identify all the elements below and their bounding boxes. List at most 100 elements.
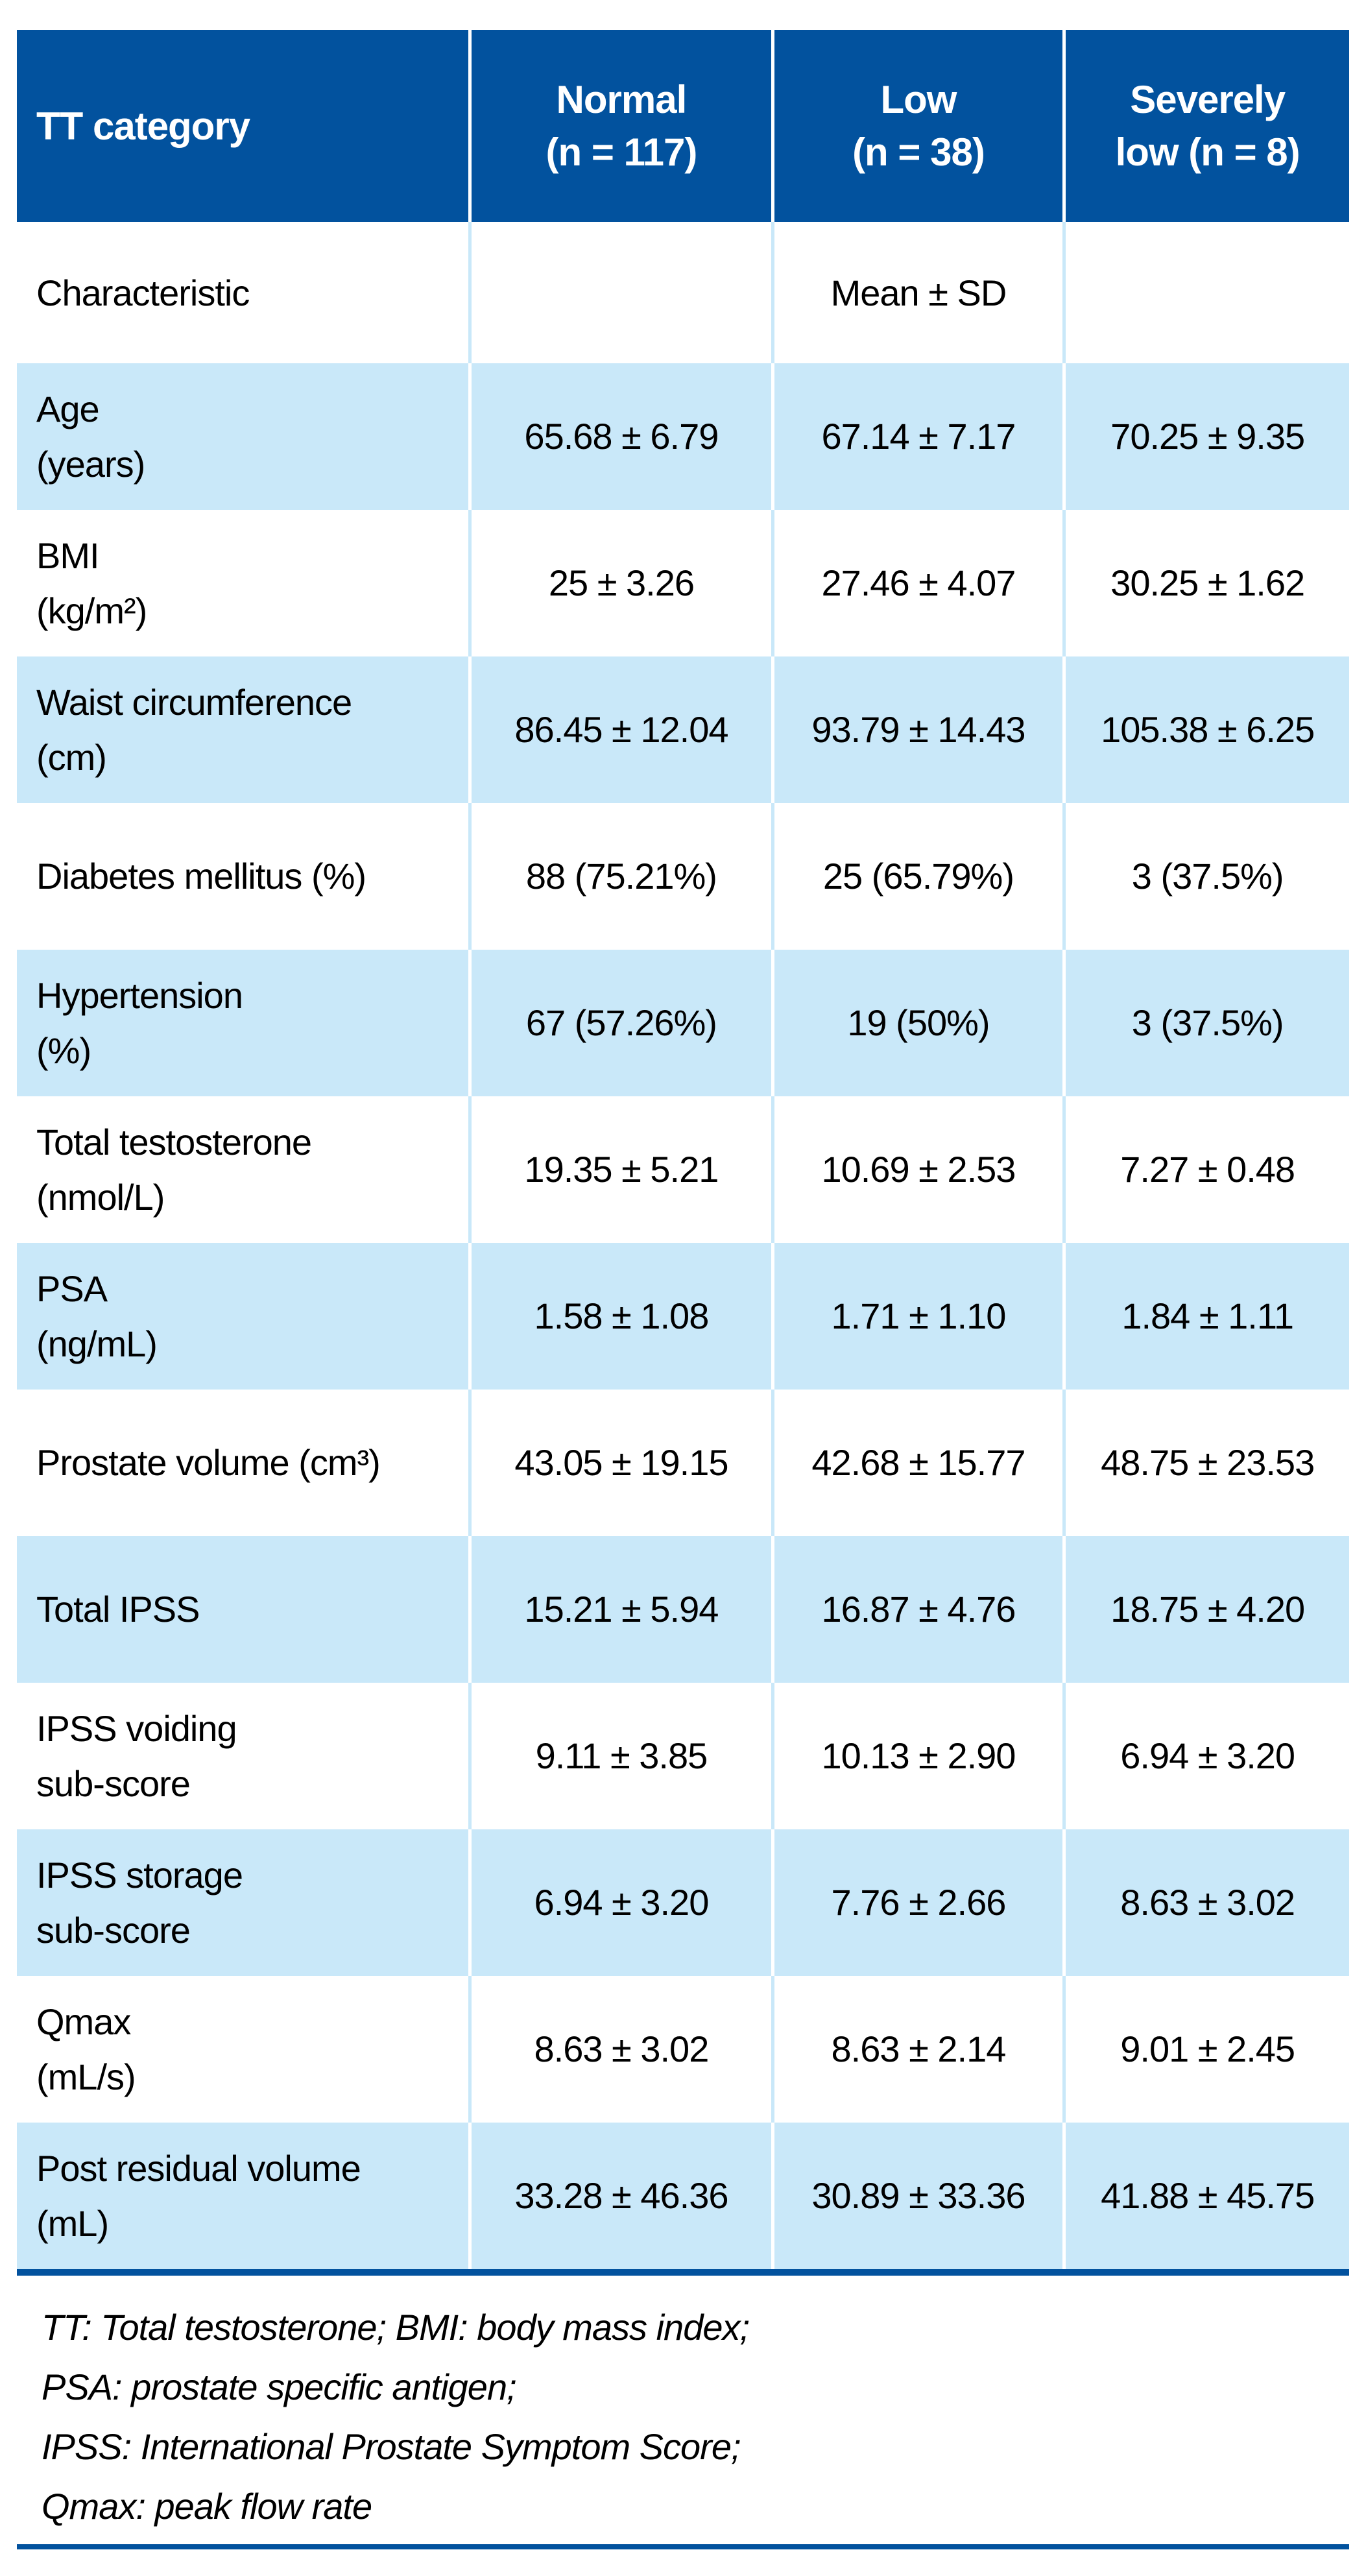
value-cell: 30.89 ± 33.36 <box>771 2123 1063 2269</box>
value-cell: 8.63 ± 3.02 <box>468 1976 771 2123</box>
value-cell: 10.69 ± 2.53 <box>771 1096 1063 1243</box>
value-cell: 93.79 ± 14.43 <box>771 656 1063 803</box>
table-row-qmax: Qmax (mL/s) 8.63 ± 3.02 8.63 ± 2.14 9.01… <box>17 1976 1349 2123</box>
value: 1.58 ± 1.08 <box>534 1295 710 1337</box>
value: 105.38 ± 6.25 <box>1101 709 1315 751</box>
row-label-cell: Total testosterone (nmol/L) <box>17 1096 468 1243</box>
table-row-total-testosterone: Total testosterone (nmol/L) 19.35 ± 5.21… <box>17 1096 1349 1243</box>
value-cell: 6.94 ± 3.20 <box>468 1829 771 1976</box>
value: 27.46 ± 4.07 <box>821 562 1016 604</box>
row-label: IPSS storage sub-score <box>36 1854 243 1951</box>
row-label-cell: Qmax (mL/s) <box>17 1976 468 2123</box>
value-cell: 9.01 ± 2.45 <box>1062 1976 1349 2123</box>
value: 25 (65.79%) <box>822 856 1014 897</box>
footnote-line: IPSS: International Prostate Symptom Sco… <box>42 2426 741 2467</box>
value-cell: 25 (65.79%) <box>771 803 1063 950</box>
row-label-cell: Diabetes mellitus (%) <box>17 803 468 950</box>
table-row-diabetes: Diabetes mellitus (%) 88 (75.21%) 25 (65… <box>17 803 1349 950</box>
row-label-cell: Prostate volume (cm³) <box>17 1390 468 1536</box>
value: 7.27 ± 0.48 <box>1120 1149 1295 1190</box>
value: 3 (37.5%) <box>1131 856 1284 897</box>
row-label-cell: Waist circumference (cm) <box>17 656 468 803</box>
value: 8.63 ± 2.14 <box>831 2028 1007 2070</box>
header-cell-tt-category: TT category <box>17 30 468 222</box>
row-label: Diabetes mellitus (%) <box>36 856 366 897</box>
value: 65.68 ± 6.79 <box>524 416 719 457</box>
value-cell: 86.45 ± 12.04 <box>468 656 771 803</box>
row-label: Prostate volume (cm³) <box>36 1442 381 1484</box>
value-cell: 19.35 ± 5.21 <box>468 1096 771 1243</box>
value-cell: 33.28 ± 46.36 <box>468 2123 771 2269</box>
value-cell: 1.58 ± 1.08 <box>468 1243 771 1390</box>
row-label: IPSS voiding sub-score <box>36 1707 237 1804</box>
subheader-label-cell: Characteristic <box>17 222 468 363</box>
value-cell: 19 (50%) <box>771 950 1063 1096</box>
row-label-cell: IPSS storage sub-score <box>17 1829 468 1976</box>
value: 10.13 ± 2.90 <box>821 1735 1016 1777</box>
value: 10.69 ± 2.53 <box>821 1149 1016 1190</box>
row-label-cell: Total IPSS <box>17 1536 468 1683</box>
header-cell-severely-low: Severely low (n = 8) <box>1062 30 1349 222</box>
value: 16.87 ± 4.76 <box>821 1589 1016 1630</box>
value-cell: 65.68 ± 6.79 <box>468 363 771 510</box>
value-cell: 30.25 ± 1.62 <box>1062 510 1349 656</box>
table-row-ipss-storage: IPSS storage sub-score 6.94 ± 3.20 7.76 … <box>17 1829 1349 1976</box>
value: 33.28 ± 46.36 <box>514 2175 728 2217</box>
value: 9.01 ± 2.45 <box>1120 2028 1295 2070</box>
value-cell: 8.63 ± 3.02 <box>1062 1829 1349 1976</box>
header-label: TT category <box>36 104 250 148</box>
value: 19 (50%) <box>847 1002 990 1044</box>
header-label: Normal (n = 117) <box>545 78 698 174</box>
table-row-waist-circumference: Waist circumference (cm) 86.45 ± 12.04 9… <box>17 656 1349 803</box>
table-body: Age (years) 65.68 ± 6.79 67.14 ± 7.17 70… <box>17 363 1349 2269</box>
value: 8.63 ± 3.02 <box>1120 1882 1295 1923</box>
footnote-line: TT: Total testosterone; BMI: body mass i… <box>42 2307 750 2348</box>
subheader-empty-cell <box>468 222 771 363</box>
bottom-rule <box>17 2544 1349 2549</box>
value-cell: 1.84 ± 1.11 <box>1062 1243 1349 1390</box>
value-cell: 18.75 ± 4.20 <box>1062 1536 1349 1683</box>
value-cell: 70.25 ± 9.35 <box>1062 363 1349 510</box>
characteristic-label: Characteristic <box>36 272 250 313</box>
subheader-stat-cell: Mean ± SD <box>771 222 1063 363</box>
value-cell: 27.46 ± 4.07 <box>771 510 1063 656</box>
value-cell: 48.75 ± 23.53 <box>1062 1390 1349 1536</box>
value: 18.75 ± 4.20 <box>1110 1589 1305 1630</box>
row-label: Hypertension (%) <box>36 974 243 1071</box>
value: 67 (57.26%) <box>525 1002 717 1044</box>
row-label: Waist circumference (cm) <box>36 681 352 778</box>
value: 19.35 ± 5.21 <box>524 1149 719 1190</box>
value-cell: 9.11 ± 3.85 <box>468 1683 771 1829</box>
value: 30.89 ± 33.36 <box>811 2175 1025 2217</box>
table-bottom-bar <box>17 2269 1349 2276</box>
footnote-line: PSA: prostate specific antigen; <box>42 2366 517 2407</box>
row-label: Post residual volume (mL) <box>36 2147 361 2244</box>
row-label: Age (years) <box>36 388 145 485</box>
table-row-total-ipss: Total IPSS 15.21 ± 5.94 16.87 ± 4.76 18.… <box>17 1536 1349 1683</box>
value-cell: 43.05 ± 19.15 <box>468 1390 771 1536</box>
header-cell-low: Low (n = 38) <box>771 30 1063 222</box>
value-cell: 3 (37.5%) <box>1062 950 1349 1096</box>
row-label-cell: Hypertension (%) <box>17 950 468 1096</box>
row-label-cell: Age (years) <box>17 363 468 510</box>
value: 43.05 ± 19.15 <box>514 1442 728 1484</box>
value: 8.63 ± 3.02 <box>534 2028 710 2070</box>
table-row-psa: PSA (ng/mL) 1.58 ± 1.08 1.71 ± 1.10 1.84… <box>17 1243 1349 1390</box>
value: 42.68 ± 15.77 <box>811 1442 1025 1484</box>
value: 70.25 ± 9.35 <box>1110 416 1305 457</box>
value-cell: 6.94 ± 3.20 <box>1062 1683 1349 1829</box>
value: 6.94 ± 3.20 <box>534 1882 710 1923</box>
row-label-cell: PSA (ng/mL) <box>17 1243 468 1390</box>
value: 1.71 ± 1.10 <box>831 1295 1007 1337</box>
table-row-age: Age (years) 65.68 ± 6.79 67.14 ± 7.17 70… <box>17 363 1349 510</box>
value-cell: 3 (37.5%) <box>1062 803 1349 950</box>
value-cell: 7.76 ± 2.66 <box>771 1829 1063 1976</box>
header-cell-normal: Normal (n = 117) <box>468 30 771 222</box>
value: 48.75 ± 23.53 <box>1101 1442 1315 1484</box>
row-label-cell: Post residual volume (mL) <box>17 2123 468 2269</box>
table-row-prostate-volume: Prostate volume (cm³) 43.05 ± 19.15 42.6… <box>17 1390 1349 1536</box>
header-label: Severely low (n = 8) <box>1115 78 1300 174</box>
value-cell: 41.88 ± 45.75 <box>1062 2123 1349 2269</box>
row-label: Total testosterone (nmol/L) <box>36 1121 312 1218</box>
value-cell: 8.63 ± 2.14 <box>771 1976 1063 2123</box>
